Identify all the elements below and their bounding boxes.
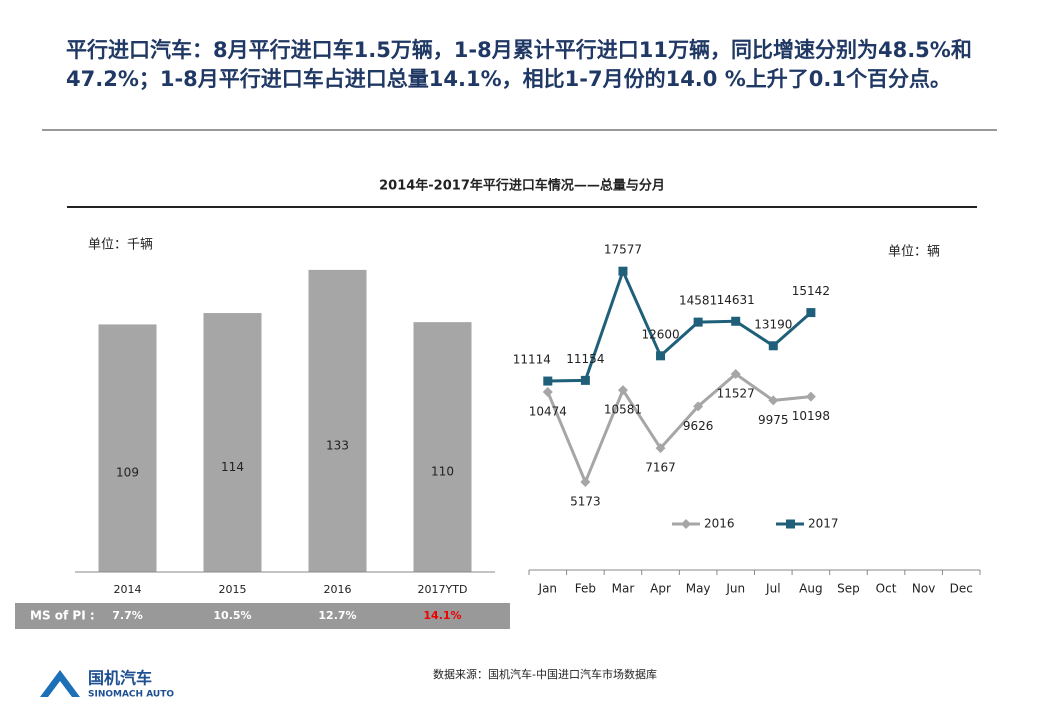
series-line bbox=[546, 372, 812, 486]
data-label: 5173 bbox=[570, 495, 601, 509]
data-label: 10198 bbox=[792, 409, 830, 423]
bar-unit: 单位：千辆 bbox=[88, 238, 153, 253]
data-label: 14631 bbox=[717, 293, 755, 307]
point bbox=[731, 316, 741, 326]
point bbox=[730, 369, 741, 380]
x-tick-label: Jun bbox=[725, 582, 745, 596]
point bbox=[580, 375, 590, 385]
legend-marker bbox=[681, 519, 691, 529]
x-tick-label: 2014 bbox=[114, 583, 142, 596]
legend-label: 2017 bbox=[808, 517, 839, 531]
point bbox=[656, 351, 666, 361]
legend-marker bbox=[786, 519, 795, 529]
data-label: 11527 bbox=[717, 387, 755, 401]
point bbox=[617, 385, 628, 396]
data-label: 11114 bbox=[513, 353, 551, 367]
x-tick-label: 2015 bbox=[219, 583, 247, 596]
point bbox=[806, 308, 816, 318]
x-tick-label: Jul bbox=[765, 582, 780, 596]
ms-value: 7.7% bbox=[112, 609, 143, 622]
ms-label: MS of PI : bbox=[30, 609, 95, 623]
data-label: 11154 bbox=[566, 352, 604, 366]
x-tick-label: Aug bbox=[799, 582, 822, 596]
data-label: 17577 bbox=[604, 243, 642, 257]
point bbox=[580, 477, 591, 488]
data-label: 9626 bbox=[683, 419, 714, 433]
point bbox=[543, 376, 553, 386]
headline: 平行进口汽车：8月平行进口车1.5万辆，1-8月累计平行进口11万辆，同比增速分… bbox=[66, 38, 972, 91]
logo: 国机汽车 SINOMACH AUTO bbox=[40, 669, 174, 700]
bar-label: 133 bbox=[326, 438, 349, 452]
bar bbox=[98, 324, 157, 572]
x-tick-label: 2017YTD bbox=[418, 583, 468, 596]
x-tick-label: May bbox=[686, 582, 711, 596]
logo-name: 国机汽车 bbox=[88, 669, 152, 688]
point bbox=[655, 443, 666, 454]
data-label: 10581 bbox=[604, 403, 642, 417]
x-tick-label: Jan bbox=[538, 582, 558, 596]
data-label: 15142 bbox=[792, 284, 830, 298]
logo-mark bbox=[40, 670, 80, 697]
bar-label: 109 bbox=[116, 466, 139, 480]
x-tick-label: Oct bbox=[876, 582, 897, 596]
x-tick-label: Apr bbox=[650, 582, 671, 596]
point bbox=[693, 317, 703, 327]
logo-sub: SINOMACH AUTO bbox=[88, 690, 174, 700]
point bbox=[768, 395, 779, 406]
bar bbox=[413, 322, 472, 572]
data-label: 10474 bbox=[529, 404, 567, 418]
ms-value: 10.5% bbox=[213, 609, 251, 622]
ms-band bbox=[15, 603, 510, 629]
legend-label: 2016 bbox=[704, 517, 735, 531]
bar bbox=[308, 269, 367, 572]
data-label: 7167 bbox=[645, 461, 676, 475]
x-tick-label: Nov bbox=[912, 582, 935, 596]
section-title: 2014年-2017年平行进口车情况——总量与分月 bbox=[379, 178, 665, 194]
bar-label: 110 bbox=[431, 465, 454, 479]
point bbox=[693, 401, 704, 412]
point bbox=[768, 341, 778, 351]
ms-value: 12.7% bbox=[318, 609, 356, 622]
data-label: 13190 bbox=[754, 317, 792, 331]
source: 数据来源：国机汽车-中国进口汽车市场数据库 bbox=[433, 667, 657, 681]
line-unit: 单位：辆 bbox=[888, 245, 940, 260]
x-tick-label: 2016 bbox=[324, 583, 352, 596]
bar bbox=[203, 313, 262, 572]
x-tick-label: Mar bbox=[612, 582, 635, 596]
series-line bbox=[547, 267, 812, 383]
point bbox=[805, 391, 816, 402]
data-label: 14581 bbox=[679, 294, 717, 308]
bar-label: 114 bbox=[221, 460, 244, 474]
data-label: 12600 bbox=[641, 327, 679, 341]
x-tick-label: Dec bbox=[950, 582, 973, 596]
x-tick-label: Sep bbox=[837, 582, 860, 596]
point bbox=[542, 386, 553, 397]
data-label: 9975 bbox=[758, 413, 789, 427]
x-tick-label: Feb bbox=[575, 582, 596, 596]
point bbox=[618, 266, 628, 276]
ms-value: 14.1% bbox=[423, 609, 461, 622]
